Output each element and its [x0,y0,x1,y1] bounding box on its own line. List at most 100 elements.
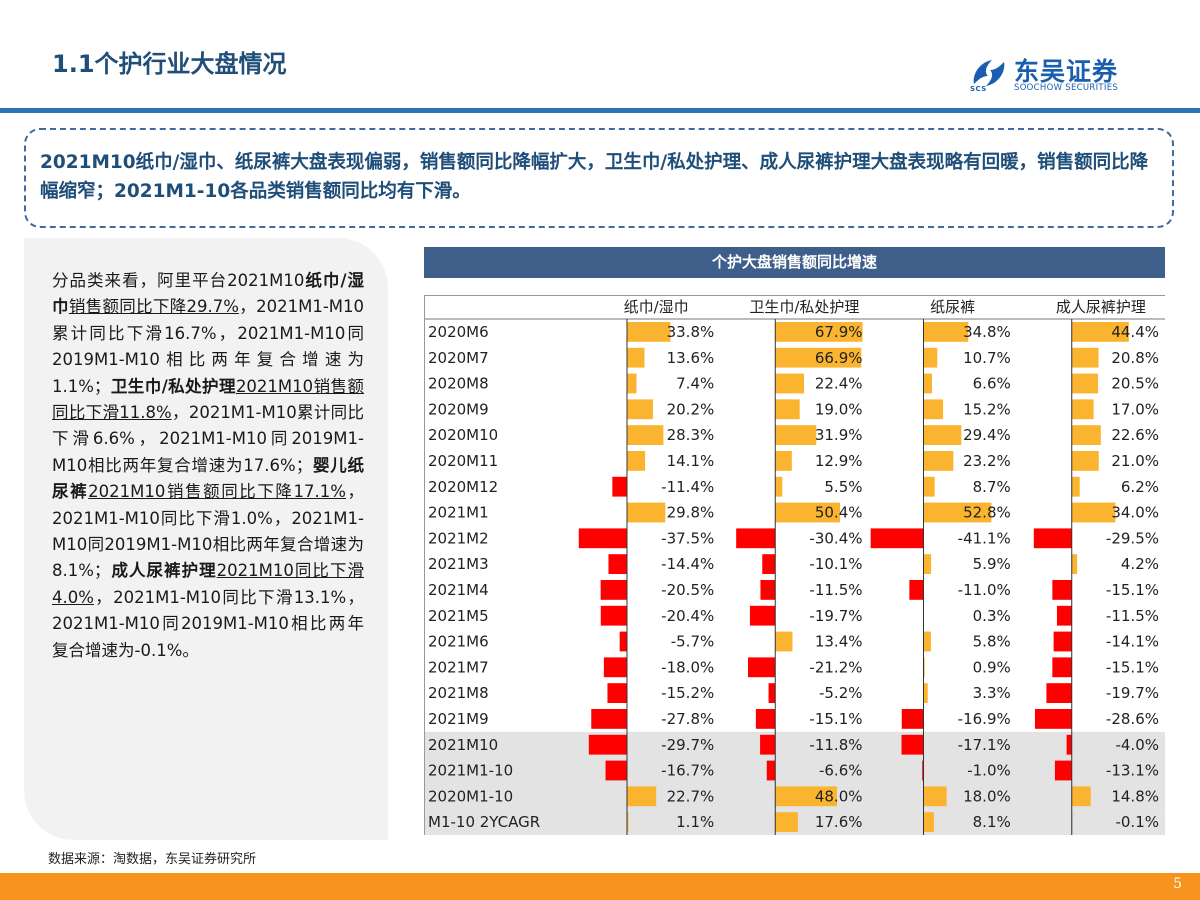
bar [923,657,925,678]
data-label: 8.7% [973,478,1011,496]
analysis-run: 2021M10同比下滑4.0% [52,561,364,607]
bar [736,528,776,549]
data-label: 5.9% [973,555,1011,573]
bar [1053,631,1072,652]
data-label: 6.6% [973,375,1011,393]
column-header: 纸巾/湿巾 [624,298,689,316]
data-label: 67.9% [815,323,863,341]
bar [923,373,932,394]
bar [608,554,627,574]
bar [747,657,776,678]
logo-name: 东吴证券 [1014,57,1119,86]
bar [923,425,962,445]
data-label: 5.8% [973,633,1011,651]
bar [627,502,666,523]
bar [760,734,776,755]
analysis-run: ，2021M1-M10累计同比下滑6.6%，2021M1-M10同2019M1-… [52,403,364,475]
data-label: -20.5% [661,581,714,599]
analysis-run: 销售额同比下降29.7% [68,297,239,317]
data-label: -18.0% [661,658,714,676]
bar [605,760,627,781]
bar [1034,709,1072,729]
data-label: 13.6% [667,349,715,367]
bar [909,580,924,600]
data-label: -10.1% [809,555,862,573]
bar [775,786,837,807]
bar [923,347,938,368]
row-label: 2021M3 [428,555,489,573]
bar [578,528,627,549]
data-label: -5.7% [671,633,715,651]
bar [627,786,657,807]
data-label: -13.1% [1106,762,1159,780]
data-label: 5.5% [824,478,862,496]
bar [627,373,637,394]
bar [1071,425,1101,445]
data-label: -6.6% [819,762,863,780]
bar [1071,502,1116,523]
chart-title: 个护大盘销售额同比增速 [424,247,1165,278]
bar [1071,347,1099,368]
bar [1071,373,1099,394]
analysis-text: 分品类来看，阿里平台2021M10纸巾/湿巾销售额同比下降29.7%，2021M… [52,268,364,664]
bar [923,786,947,807]
bar [1071,476,1080,497]
analysis-run: 2021M10销售额同比下滑11.8% [52,376,364,423]
data-label: 7.4% [676,375,714,393]
data-label: 22.4% [815,375,863,393]
page-title: 1.1个护行业大盘情况 [52,50,287,78]
analysis-run: ，2021M1-M10累计同比下滑16.7%，2021M1-M10同2019M1… [52,297,365,396]
data-label: -11.4% [661,478,714,496]
data-label: -16.7% [661,762,714,780]
data-label: 17.6% [815,813,863,831]
data-label: 22.7% [667,787,715,805]
row-label: 2021M8 [428,684,489,702]
row-label: 2020M11 [428,452,498,470]
bar [923,683,928,703]
bar [775,476,783,497]
bar [588,734,627,755]
bar [901,734,924,755]
bar [627,425,664,445]
data-label: 12.9% [815,452,863,470]
bar [627,812,629,832]
data-label: 3.3% [973,684,1011,702]
data-label: 4.2% [1121,555,1159,573]
data-label: 14.8% [1111,787,1159,805]
data-label: -16.9% [958,710,1011,728]
bar [612,476,627,497]
bar [923,812,934,832]
data-label: -14.1% [1106,633,1159,651]
data-label: 31.9% [815,426,863,444]
analysis-panel [24,238,388,840]
analysis-run: ，2021M1-M10同比下滑1.0%，2021M1-M10同2019M1-M1… [52,482,364,581]
company-logo: 东吴证券 SOOCHOW SECURITIES SCS [970,52,1170,96]
bar [1056,605,1072,626]
row-label: 2021M4 [428,581,489,599]
data-label: -15.1% [1106,581,1159,599]
column-header: 纸尿裤 [930,298,975,316]
bar [923,322,969,342]
data-label: -30.4% [809,529,862,547]
bar [775,399,800,420]
row-label: 2020M10 [428,426,498,444]
logo-icon [973,60,1005,86]
bar [603,657,627,678]
row-label: 2020M8 [428,375,489,393]
summary-box: 2021M10纸巾/湿巾、纸尿裤大盘表现偏弱，销售额同比降幅扩大，卫生巾/私处护… [24,128,1174,228]
data-label: -15.2% [661,684,714,702]
analysis-run: 分品类来看，阿里平台2021M10 [52,271,305,290]
data-label: -11.5% [1106,607,1159,625]
data-label: -37.5% [661,529,714,547]
page-number: 5 [1173,876,1182,892]
data-label: -11.0% [958,581,1011,599]
row-label: 2021M1-10 [428,762,513,780]
data-label: 29.4% [963,426,1011,444]
data-label: -11.8% [809,736,862,754]
bar [923,502,992,523]
bar [1071,322,1129,342]
bar [1071,399,1094,420]
growth-table-chart: 纸巾/湿巾 卫生巾/私处护理 纸尿裤 成人尿裤护理 2020M6 33.8% 67.9% 34… [424,295,1165,835]
data-label: -11.5% [809,581,862,599]
bar [775,502,841,523]
